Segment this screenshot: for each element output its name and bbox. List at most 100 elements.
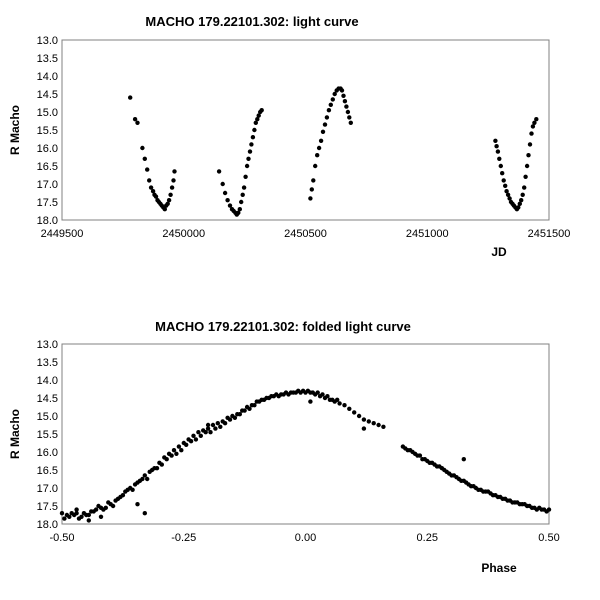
data-point [498,163,503,169]
y-tick-label: 16.0 [37,143,58,155]
x-tick-label: -0.50 [49,532,74,544]
data-point [188,439,194,444]
data-point [320,129,326,134]
data-point [247,406,252,411]
data-point [544,509,549,514]
data-point [171,178,176,183]
data-point [361,426,367,431]
data-point [352,410,357,415]
data-point [347,406,352,411]
data-point [169,453,174,458]
data-point [184,442,189,447]
y-tick-label: 17.0 [37,179,58,191]
data-point [527,142,533,147]
data-point [325,394,330,399]
chart-title: MACHO 179.22101.302: light curve [145,14,358,29]
data-point [308,399,313,404]
data-point [534,507,539,512]
data-point [495,149,501,154]
data-point [98,514,104,519]
data-point [332,91,337,97]
data-point [72,512,77,518]
data-point [281,392,286,397]
data-point [148,185,154,190]
data-point [154,466,160,471]
data-point [309,187,314,192]
data-point [240,192,245,197]
data-point [259,108,264,113]
plot-area [61,39,550,221]
data-point [500,171,505,176]
data-point [485,489,491,494]
data-point [318,138,324,143]
data-point [62,516,67,521]
data-point [91,509,96,514]
data-point [125,487,130,492]
data-point [172,169,177,174]
data-point [296,388,301,393]
data-point [316,145,322,151]
data-point [494,144,499,149]
data-point [252,403,257,408]
data-point [243,174,248,179]
data-point [171,448,177,453]
data-point [500,496,505,501]
data-point [142,511,147,516]
x-tick-label: 2450500 [284,228,327,240]
y-tick-label: 17.0 [37,483,58,495]
data-point [471,484,476,489]
data-point [461,457,466,462]
data-point [222,190,228,196]
data-point [257,399,262,404]
x-tick-label: 0.25 [417,532,438,544]
data-point [135,502,140,507]
data-point [140,476,145,482]
data-point [149,467,155,473]
data-point [168,192,173,197]
data-point [476,487,481,492]
data-point [74,507,79,512]
data-point [205,422,211,428]
data-point [210,422,216,428]
data-point [461,478,466,483]
x-tick-label: 0.00 [295,532,316,544]
data-point [361,417,367,422]
y-axis-label: R Macho [8,409,22,459]
data-point [501,178,506,183]
y-tick-labels: 13.0 13.5 14.0 14.5 15.0 15.5 16.0 16.5 17.0 17.5… [37,339,58,531]
data-point [507,196,512,201]
data-point [328,102,333,108]
y-tick-label: 18.0 [37,519,58,531]
data-point [344,104,349,109]
data-point [271,394,276,399]
data-point [522,185,527,190]
data-point [142,473,147,478]
data-point [153,194,159,199]
data-point [179,448,184,453]
y-tick-label: 15.0 [37,411,58,423]
data-point [222,421,228,426]
data-point [236,210,241,215]
data-point [286,392,291,397]
data-point [451,473,457,478]
data-point [266,395,272,401]
data-point [196,430,201,435]
data-point [86,518,92,523]
data-point [524,503,530,509]
data-point [371,421,376,426]
data-point [59,511,65,516]
data-point [198,433,203,438]
data-point [166,198,172,203]
data-point [313,163,318,169]
data-point [341,93,346,99]
data-point [164,457,169,462]
chart-folded-light-curve: MACHO 179.22101.302: folded light curve … [8,319,560,575]
data-point [345,109,351,115]
data-point [326,108,332,113]
data-point [120,493,126,498]
data-point [376,422,381,428]
data-point [220,181,225,187]
data-point [366,419,371,424]
y-tick-label: 16.5 [37,465,58,477]
y-tick-label: 13.0 [37,339,58,351]
